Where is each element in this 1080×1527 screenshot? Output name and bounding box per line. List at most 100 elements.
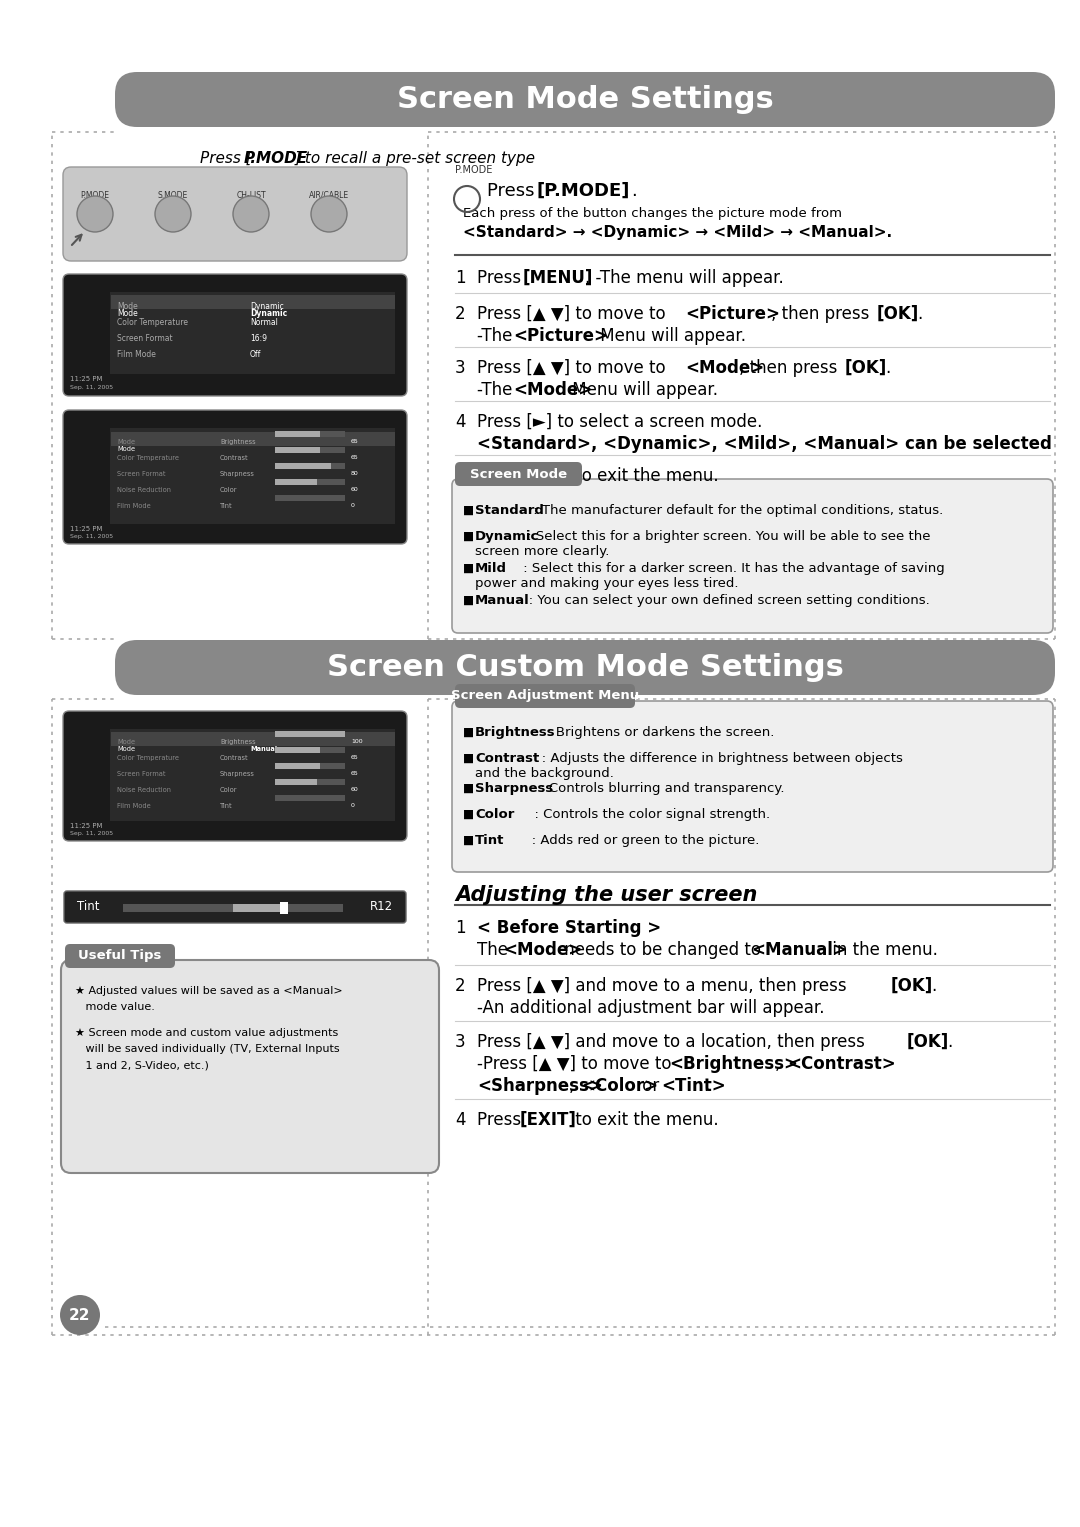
FancyBboxPatch shape (63, 273, 407, 395)
Text: Each press of the button changes the picture mode from: Each press of the button changes the pic… (463, 206, 842, 220)
Text: < Before Starting >: < Before Starting > (477, 919, 661, 938)
Text: 22: 22 (69, 1307, 91, 1322)
Text: .: . (931, 977, 936, 996)
Text: Off: Off (249, 350, 261, 359)
Bar (275, 731, 345, 738)
Bar (275, 463, 330, 469)
Text: P.MODE: P.MODE (244, 151, 308, 166)
Text: Screen Custom Mode Settings: Screen Custom Mode Settings (326, 654, 843, 683)
Text: Press: Press (477, 1112, 526, 1128)
Text: Brightness: Brightness (220, 438, 256, 444)
Text: needs to be changed to: needs to be changed to (559, 941, 766, 959)
Text: 65: 65 (351, 771, 359, 776)
Text: ■: ■ (463, 562, 474, 576)
Text: AIR/CABLE: AIR/CABLE (309, 191, 349, 200)
Bar (275, 747, 320, 753)
Text: [EXIT]: [EXIT] (519, 1112, 577, 1128)
Text: <Mode>: <Mode> (503, 941, 582, 959)
Text: [MENU]: [MENU] (523, 269, 593, 287)
Text: 1 and 2, S-Video, etc.): 1 and 2, S-Video, etc.) (75, 1060, 208, 1070)
Text: 1: 1 (455, 269, 465, 287)
Text: Sharpness: Sharpness (220, 470, 255, 476)
Text: [OK]: [OK] (845, 359, 888, 377)
Text: Press: Press (477, 467, 526, 486)
Text: 16:9: 16:9 (249, 334, 267, 344)
Text: 4: 4 (455, 1112, 465, 1128)
Text: -An additional adjustment bar will appear.: -An additional adjustment bar will appea… (477, 999, 824, 1017)
Text: -Press [▲ ▼] to move to: -Press [▲ ▼] to move to (477, 1055, 677, 1073)
Text: Mode: Mode (117, 747, 135, 751)
Circle shape (156, 195, 191, 232)
Text: Tint: Tint (77, 901, 99, 913)
Bar (275, 779, 318, 785)
Text: Mode: Mode (117, 302, 138, 312)
Text: 100: 100 (351, 739, 363, 744)
Text: 65: 65 (351, 438, 359, 444)
FancyBboxPatch shape (453, 479, 1053, 634)
Text: : Adjusts the difference in brightness between objects: : Adjusts the difference in brightness b… (529, 751, 903, 765)
Text: .: . (631, 182, 637, 200)
Text: ] to recall a pre-set screen type: ] to recall a pre-set screen type (295, 151, 536, 166)
Text: . -The menu will appear.: . -The menu will appear. (585, 269, 784, 287)
Text: <Tint>: <Tint> (661, 1077, 726, 1095)
Text: 3: 3 (455, 1032, 465, 1051)
Text: .: . (703, 1077, 708, 1095)
Text: 0: 0 (351, 502, 355, 508)
Text: Manual: Manual (249, 747, 278, 751)
Text: ■: ■ (463, 504, 474, 518)
Text: ■: ■ (463, 782, 474, 796)
Text: Mode: Mode (117, 446, 135, 452)
Text: R12: R12 (370, 901, 393, 913)
Text: <Brightness>: <Brightness> (669, 1055, 798, 1073)
Text: 3: 3 (455, 359, 465, 377)
Bar (275, 447, 345, 454)
Text: [EXIT]: [EXIT] (519, 467, 577, 486)
Text: Tint: Tint (475, 834, 504, 847)
FancyBboxPatch shape (63, 411, 407, 544)
Text: ■: ■ (463, 594, 474, 608)
Text: or: or (637, 1077, 664, 1095)
Text: to exit the menu.: to exit the menu. (570, 467, 718, 486)
Text: Mode: Mode (117, 308, 138, 318)
Text: Mode: Mode (117, 739, 135, 745)
Text: will be saved individually (TV, External Inputs: will be saved individually (TV, External… (75, 1044, 339, 1054)
Text: <Picture>: <Picture> (513, 327, 608, 345)
Text: : Brightens or darkens the screen.: : Brightens or darkens the screen. (543, 725, 774, 739)
Text: Noise Reduction: Noise Reduction (117, 487, 171, 493)
Text: : Controls the color signal strength.: : Controls the color signal strength. (509, 808, 770, 822)
Text: Contrast: Contrast (220, 754, 248, 760)
Text: 0: 0 (351, 803, 355, 808)
Text: P.MODE: P.MODE (455, 165, 492, 176)
Text: 65: 65 (351, 754, 359, 760)
Text: Sep. 11, 2005: Sep. 11, 2005 (70, 385, 113, 389)
Text: in the menu.: in the menu. (827, 941, 937, 959)
FancyBboxPatch shape (63, 712, 407, 841)
Bar (275, 747, 345, 753)
Bar (275, 431, 320, 437)
Text: ,: , (775, 1055, 785, 1073)
Text: Sharpness: Sharpness (475, 782, 553, 796)
FancyBboxPatch shape (453, 701, 1053, 872)
Text: Useful Tips: Useful Tips (79, 950, 162, 962)
Text: ,: , (569, 1077, 580, 1095)
Text: Screen Format: Screen Format (117, 771, 165, 777)
Text: ■: ■ (463, 808, 474, 822)
Text: CH-LIST: CH-LIST (237, 191, 266, 200)
Text: Contrast: Contrast (475, 751, 539, 765)
Text: Press [: Press [ (200, 151, 252, 166)
Bar (275, 796, 345, 802)
Text: <Contrast>: <Contrast> (787, 1055, 895, 1073)
Text: Color Temperature: Color Temperature (117, 754, 179, 760)
Bar (110, 428, 395, 524)
Text: [OK]: [OK] (907, 1032, 949, 1051)
Text: 1: 1 (455, 919, 465, 938)
Text: <Sharpness>: <Sharpness> (477, 1077, 603, 1095)
Text: P.MODE: P.MODE (81, 191, 109, 200)
Text: mode value.: mode value. (75, 1002, 154, 1012)
Text: Noise Reduction: Noise Reduction (117, 786, 171, 793)
Text: : Controls blurring and transparency.: : Controls blurring and transparency. (536, 782, 785, 796)
FancyBboxPatch shape (63, 166, 407, 261)
Text: Press: Press (477, 269, 526, 287)
Text: ★ Screen mode and custom value adjustments: ★ Screen mode and custom value adjustmen… (75, 1028, 338, 1038)
FancyBboxPatch shape (60, 960, 438, 1173)
